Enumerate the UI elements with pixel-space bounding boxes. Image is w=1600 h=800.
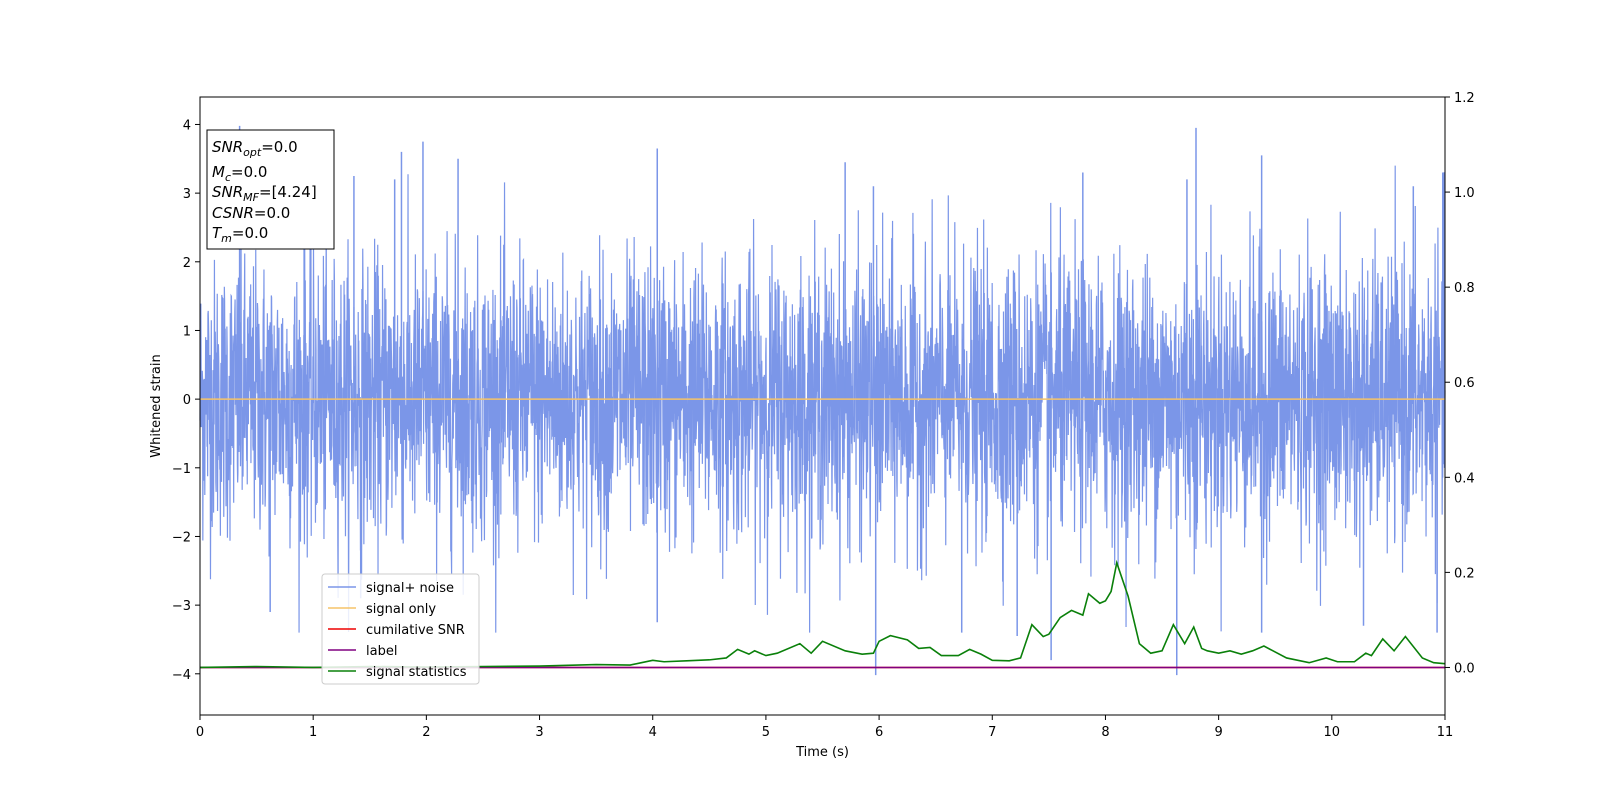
y2-tick-label: 0.2: [1454, 566, 1475, 581]
y-tick-label: 1: [183, 324, 191, 339]
y2-tick-label: 0.0: [1454, 661, 1475, 676]
y-tick-label: −4: [172, 668, 191, 683]
y2-tick-label: 1.2: [1454, 91, 1475, 106]
legend-label-signal-noise: signal+ noise: [366, 581, 454, 596]
y-tick-label: −2: [172, 530, 191, 545]
info-box-frame: [206, 129, 335, 250]
y-tick-label: −3: [172, 599, 191, 614]
x-tick-label: 11: [1437, 725, 1454, 740]
x-tick-label: 0: [196, 725, 204, 740]
y-axis-label: Whitened strain: [149, 354, 164, 457]
y2-tick-label: 0.6: [1454, 376, 1475, 391]
signal-noise-series: [199, 165, 1446, 633]
signal-noise-series-layer: [199, 125, 1446, 676]
info-box-line: Mc=0.0: [212, 163, 267, 184]
legend-frame: [321, 573, 480, 685]
x-tick-label: 8: [1101, 725, 1109, 740]
info-box-line: CSNR=0.0: [212, 204, 290, 222]
x-tick-label: 9: [1214, 725, 1222, 740]
legend-label-signal-only: signal only: [366, 602, 436, 617]
x-axis-label: Time (s): [795, 745, 849, 760]
x-tick-label: 6: [875, 725, 883, 740]
legend-label-label: label: [366, 644, 397, 659]
plot-frame: [199, 96, 1446, 716]
y2-tick-label: 0.8: [1454, 281, 1475, 296]
y-tick-label: 3: [183, 187, 191, 202]
info-box-line: SNRopt=0.0: [212, 138, 298, 159]
y-tick-label: 4: [183, 118, 191, 133]
y-tick-label: −1: [172, 462, 191, 477]
x-tick-label: 1: [309, 725, 317, 740]
x-tick-label: 5: [762, 725, 770, 740]
y-axis-right: 1.2 1.0 0.8 0.6 0.4 0.2 0.0: [1445, 91, 1475, 676]
info-box-line: SNRMF=[4.24]: [212, 183, 317, 204]
x-tick-label: 4: [649, 725, 657, 740]
x-tick-label: 2: [422, 725, 430, 740]
x-tick-label: 7: [988, 725, 996, 740]
signal-statistics-series: [199, 559, 1446, 669]
x-tick-label: 3: [535, 725, 543, 740]
y-tick-label: 0: [183, 393, 191, 408]
x-tick-label: 10: [1324, 725, 1341, 740]
y2-tick-label: 1.0: [1454, 186, 1475, 201]
y-axis-left: 4 3 2 1 0 −1 −2 −3 −4: [172, 118, 200, 683]
legend: signal+ noise signal only cumilative SNR la…: [321, 573, 480, 685]
info-box-line: Tm=0.0: [212, 224, 268, 245]
legend-label-signal-statistics: signal statistics: [366, 665, 467, 680]
y-tick-label: 2: [183, 256, 191, 271]
x-axis: 0 1 2 3 4 5 6 7 8 9 10 11: [196, 715, 1453, 740]
legend-label-cumilative-snr: cumilative SNR: [366, 623, 465, 638]
y2-tick-label: 0.4: [1454, 471, 1475, 486]
